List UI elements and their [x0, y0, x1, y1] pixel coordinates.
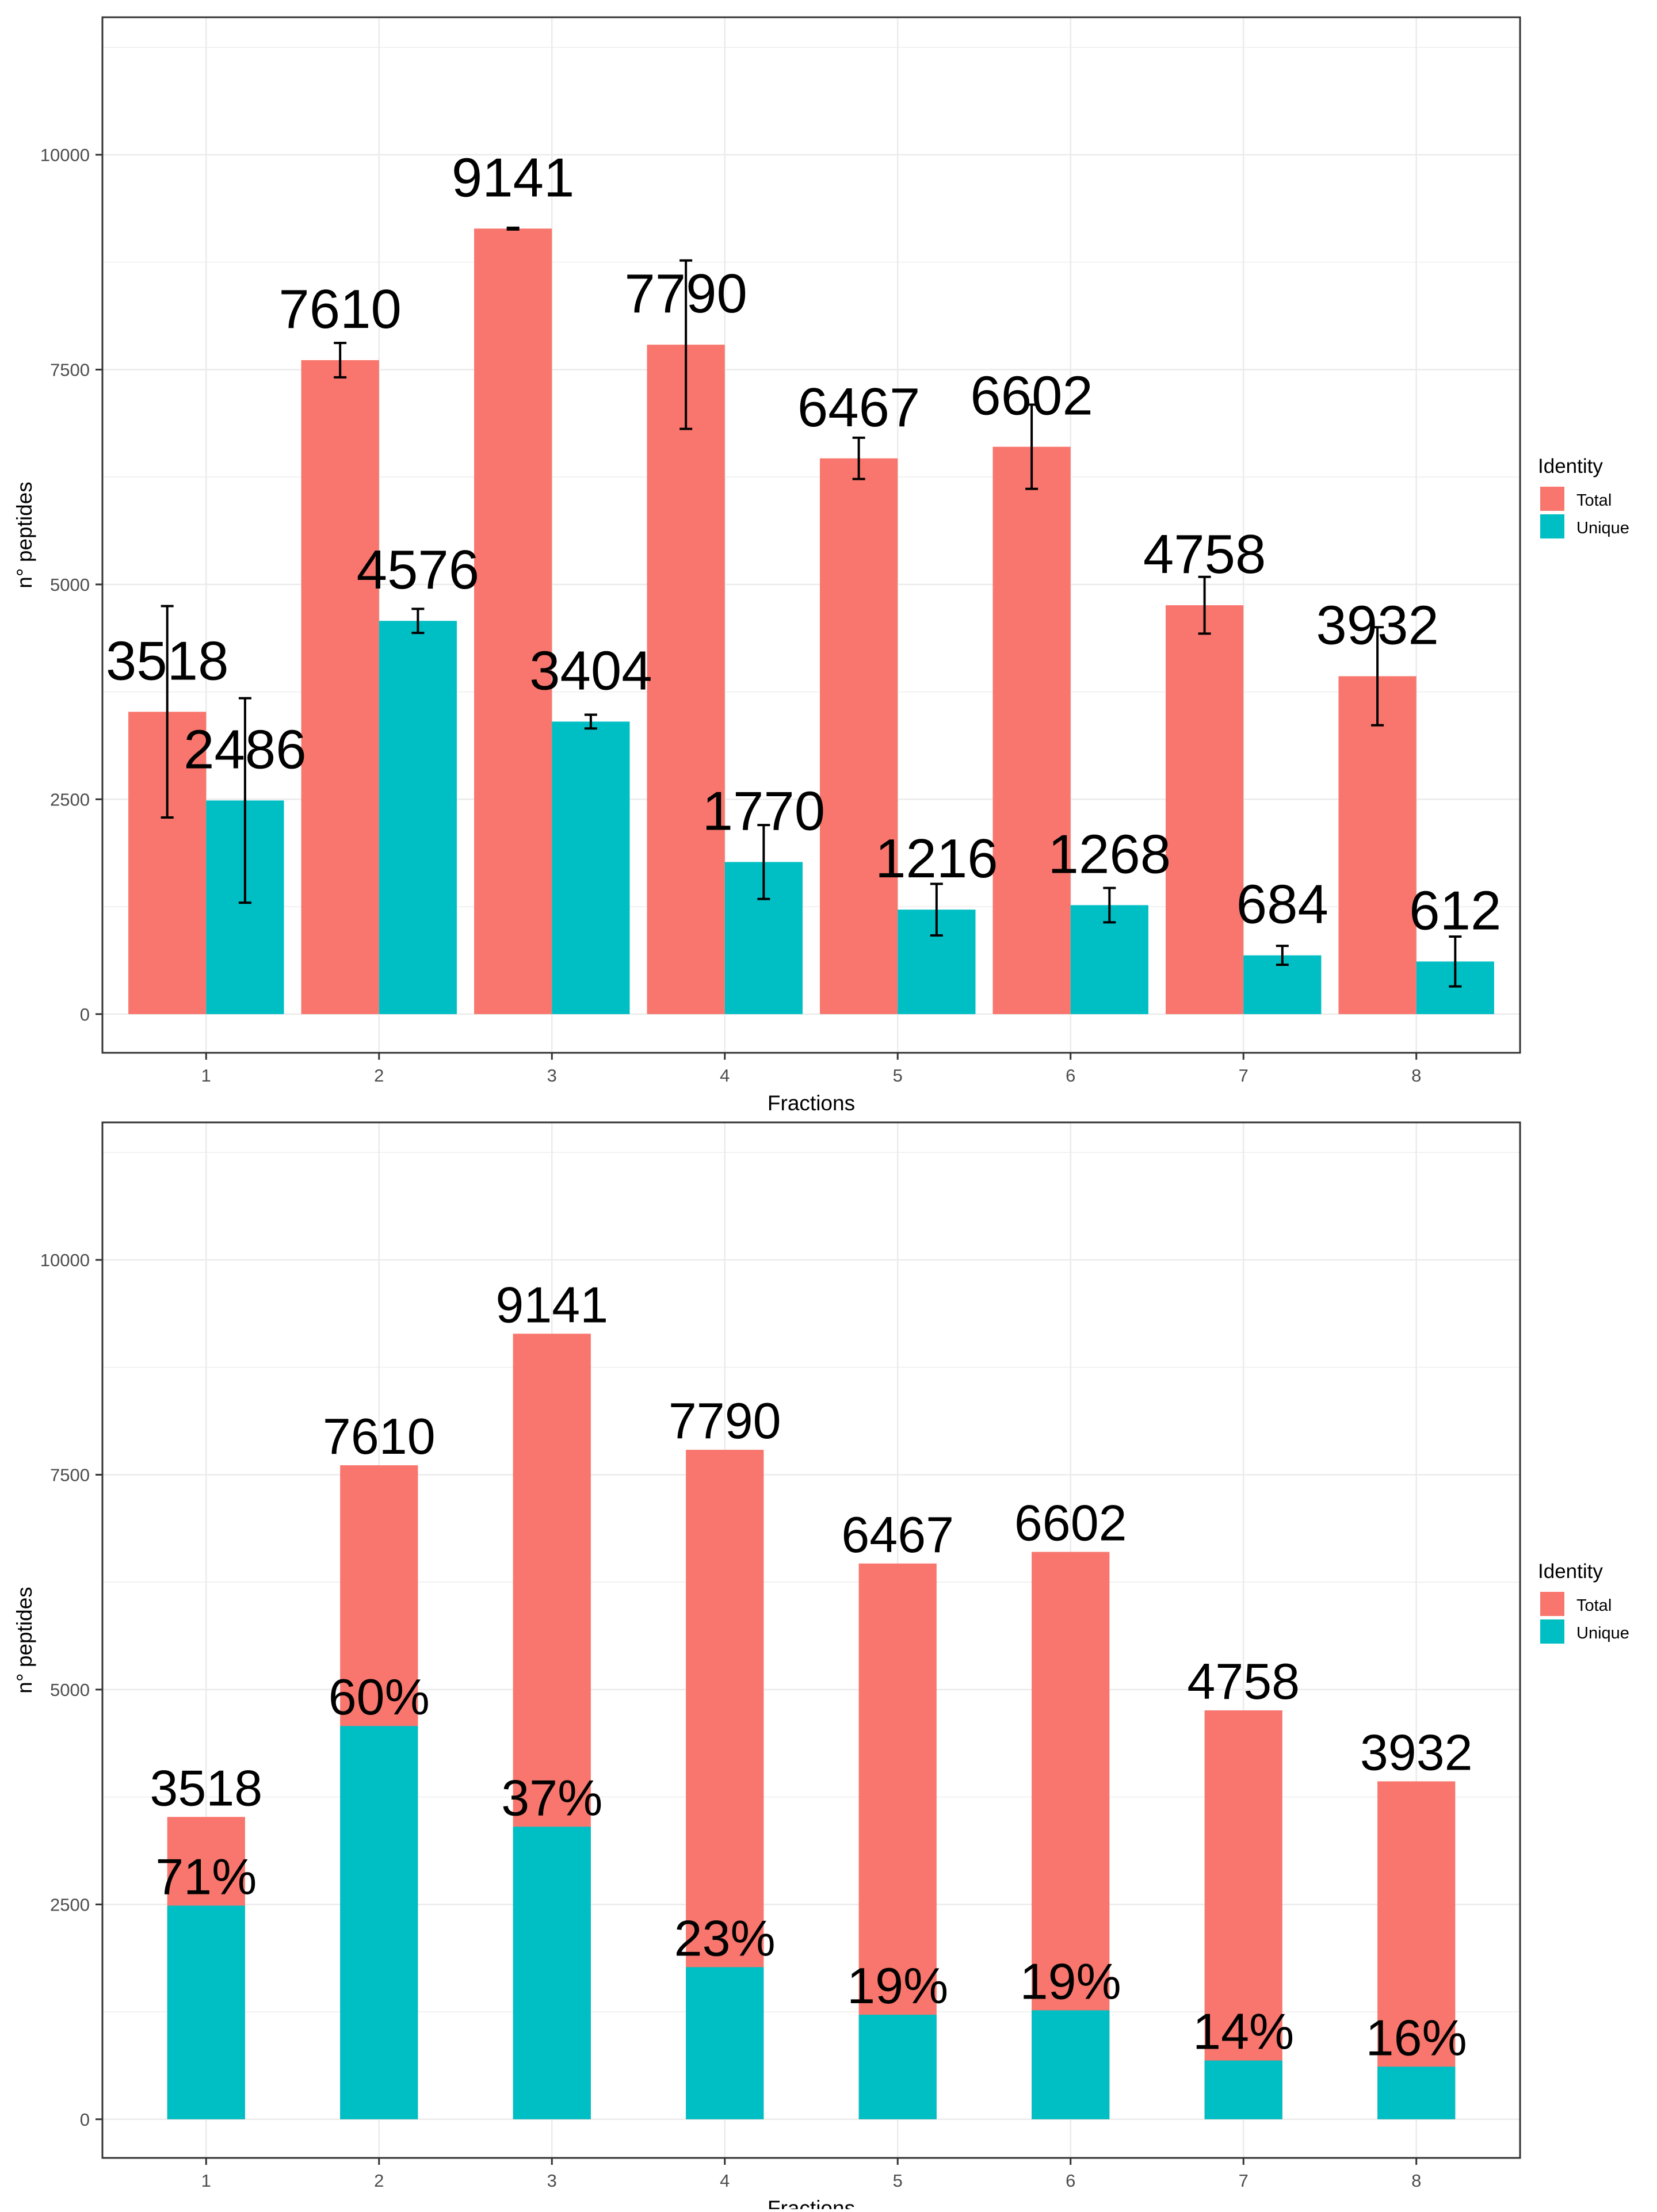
data-label-total-3: 9141: [452, 147, 575, 208]
y-tick-label: 7500: [50, 1465, 90, 1485]
bar-total-7: [1166, 605, 1244, 1014]
bar-total-8: [1338, 676, 1417, 1014]
x-tick-label: 2: [374, 2171, 384, 2191]
data-label-total-7: 4758: [1143, 524, 1266, 585]
panel-border: [101, 16, 1521, 1054]
x-axis-title: Fractions: [768, 1091, 855, 1115]
legend-key-total: [1540, 1592, 1564, 1616]
data-label-unique-5: 1216: [875, 828, 998, 889]
data-label-total-6: 6602: [1014, 1495, 1127, 1552]
x-tick-label: 1: [201, 2171, 211, 2191]
data-label-total-7: 4758: [1187, 1653, 1300, 1710]
data-label-unique-4: 1770: [702, 780, 826, 842]
data-label-pct-7: 14%: [1193, 2003, 1294, 2060]
legend-label-unique: Unique: [1576, 1624, 1629, 1642]
bar-total-6: [992, 446, 1071, 1014]
data-label-total-4: 7790: [669, 1392, 781, 1449]
legend-key-unique: [1540, 1619, 1564, 1644]
x-tick-label: 6: [1066, 2171, 1075, 2191]
bar-total-5: [820, 458, 898, 1014]
y-tick-label: 10000: [40, 145, 90, 165]
bar-unique-1: [167, 1905, 245, 2119]
x-axis-title: Fractions: [768, 2196, 855, 2209]
data-label-total-5: 6467: [841, 1506, 954, 1563]
data-label-total-1: 3518: [106, 630, 229, 692]
bar-unique-3: [552, 721, 630, 1014]
x-tick-label: 7: [1239, 2171, 1249, 2191]
data-label-total-1: 3518: [150, 1759, 262, 1816]
bar-unique-2: [379, 621, 457, 1014]
data-label-pct-8: 16%: [1366, 2009, 1467, 2066]
panel-border: [101, 1121, 1521, 2159]
data-label-unique-6: 1268: [1048, 823, 1171, 885]
data-label-total-8: 3932: [1316, 594, 1439, 656]
y-axis-title: n° peptides: [13, 1587, 36, 1694]
x-tick-label: 4: [720, 1065, 730, 1086]
y-tick-label: 5000: [50, 575, 90, 595]
data-label-pct-6: 19%: [1020, 1953, 1121, 2009]
legend-label-unique: Unique: [1576, 519, 1629, 537]
y-tick-label: 7500: [50, 360, 90, 380]
legend: Identity Total Unique: [1538, 455, 1629, 538]
data-label-total-2: 7610: [278, 278, 402, 340]
data-label-pct-3: 37%: [501, 1769, 602, 1826]
legend-label-total: Total: [1576, 491, 1612, 510]
y-tick-label: 2500: [50, 1894, 90, 1915]
x-tick-label: 7: [1239, 1065, 1249, 1086]
legend-key-total: [1540, 487, 1564, 511]
x-tick-label: 8: [1411, 1065, 1421, 1086]
legend-title: Identity: [1538, 1560, 1603, 1583]
x-tick-label: 1: [201, 1065, 211, 1086]
data-label-unique-3: 3404: [529, 640, 652, 701]
data-label-pct-1: 71%: [155, 1848, 257, 1905]
data-label-total-2: 7610: [323, 1408, 436, 1465]
bar-unique-7: [1204, 2060, 1282, 2119]
bar-unique-2: [340, 1726, 418, 2119]
bar-total-2: [301, 360, 379, 1014]
legend-key-unique: [1540, 514, 1564, 538]
x-tick-label: 2: [374, 1065, 384, 1086]
chart-panel-1: 3518248676104576914134047790177064671216…: [13, 16, 1629, 1115]
legend-label-total: Total: [1576, 1596, 1612, 1615]
data-label-total-4: 7790: [624, 263, 747, 324]
data-label-unique-7: 684: [1236, 874, 1328, 935]
data-label-pct-2: 60%: [329, 1668, 430, 1725]
legend-title: Identity: [1538, 455, 1603, 477]
data-label-total-6: 6602: [970, 365, 1093, 427]
bar-total-3: [474, 228, 552, 1014]
y-tick-label: 0: [80, 1004, 90, 1025]
bar-total-8: [1377, 1781, 1456, 2119]
y-tick-label: 2500: [50, 789, 90, 809]
bar-unique-5: [858, 2015, 937, 2119]
x-tick-label: 3: [547, 2171, 557, 2191]
chart-panel-2: 351871%761060%914137%779023%646719%66021…: [13, 1121, 1629, 2212]
x-tick-label: 5: [893, 1065, 903, 1086]
x-tick-label: 8: [1411, 2171, 1421, 2191]
x-tick-label: 3: [547, 1065, 557, 1086]
data-label-unique-1: 2486: [184, 719, 307, 780]
y-axis-title: n° peptides: [13, 482, 36, 589]
legend: Identity Total Unique: [1538, 1560, 1629, 1644]
data-label-total-3: 9141: [495, 1276, 608, 1333]
x-tick-label: 4: [720, 2171, 730, 2191]
data-label-pct-5: 19%: [847, 1957, 948, 2014]
bar-unique-4: [686, 1967, 764, 2119]
x-tick-label: 6: [1066, 1065, 1075, 1086]
data-label-total-5: 6467: [797, 377, 921, 438]
data-label-pct-4: 23%: [674, 1909, 776, 1966]
bar-total-4: [647, 345, 725, 1014]
y-tick-label: 5000: [50, 1680, 90, 1700]
bar-unique-3: [513, 1827, 591, 2119]
bar-unique-6: [1032, 2010, 1110, 2119]
data-label-unique-8: 612: [1409, 880, 1501, 941]
x-tick-label: 5: [893, 2171, 903, 2191]
y-tick-label: 10000: [40, 1250, 90, 1270]
bar-unique-8: [1377, 2066, 1456, 2119]
data-label-unique-2: 4576: [357, 539, 480, 601]
data-label-total-8: 3932: [1360, 1724, 1473, 1781]
bar-total-7: [1204, 1710, 1282, 2119]
y-tick-label: 0: [80, 2110, 90, 2130]
